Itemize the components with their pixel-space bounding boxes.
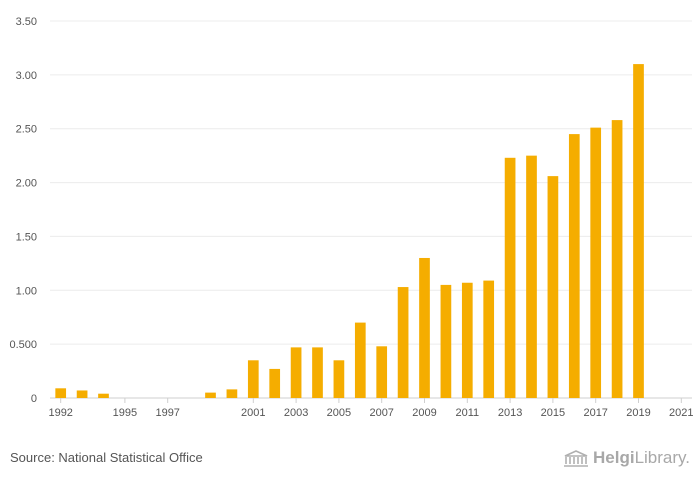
x-axis-ticks: 1992 1995 1997 2001 2003 2005 2007 2009 2011 2013… xyxy=(48,398,694,419)
y-tick-label: 2.00 xyxy=(16,178,37,190)
x-tick-label: 2015 xyxy=(541,407,565,419)
bar-2006 xyxy=(354,322,366,398)
x-tick-label: 2017 xyxy=(583,407,607,419)
bar-1993 xyxy=(76,390,88,398)
bar-2016 xyxy=(568,134,580,398)
bar-2007 xyxy=(376,346,388,398)
x-tick-label: 2011 xyxy=(455,407,479,419)
bar-2008 xyxy=(397,287,409,398)
y-tick-label: 2.50 xyxy=(16,124,37,136)
bar-2010 xyxy=(440,284,452,398)
y-tick-label: 3.00 xyxy=(16,70,37,82)
x-tick-label: 2005 xyxy=(327,407,351,419)
y-tick-label: 1.00 xyxy=(16,285,37,297)
bar-1999 xyxy=(205,392,216,398)
bar-2014 xyxy=(526,155,537,398)
x-tick-label: 2001 xyxy=(241,407,265,419)
bar-2002 xyxy=(269,368,281,398)
footer: Source: National Statistical Office Helg… xyxy=(0,448,700,472)
bar-2015 xyxy=(547,176,559,398)
source-note: Source: National Statistical Office xyxy=(10,450,203,465)
brand-library: Library. xyxy=(634,448,690,467)
x-tick-label: 2007 xyxy=(369,407,393,419)
x-tick-label: 1997 xyxy=(155,407,179,419)
bar-2001 xyxy=(247,360,259,398)
brand-helgi: Helgi xyxy=(593,448,635,467)
x-tick-label: 2009 xyxy=(412,407,436,419)
bar-2012 xyxy=(483,280,495,398)
library-building-icon xyxy=(564,450,588,467)
bar-2017 xyxy=(590,127,602,398)
bars xyxy=(55,64,644,399)
y-axis-ticks: 0 0.500 1.00 1.50 2.00 2.50 3.00 3.50 xyxy=(9,16,37,405)
y-tick-label: 3.50 xyxy=(16,16,37,28)
bar-1992 xyxy=(55,388,67,398)
x-tick-label: 2021 xyxy=(669,407,693,419)
x-tick-label: 1992 xyxy=(48,407,72,419)
x-tick-label: 2019 xyxy=(626,407,650,419)
bar-1994 xyxy=(98,393,109,398)
bar-2004 xyxy=(312,347,323,398)
gridlines xyxy=(50,20,692,399)
bar-2013 xyxy=(504,157,516,398)
y-tick-label: 1.50 xyxy=(16,231,37,243)
x-tick-label: 2003 xyxy=(284,407,308,419)
bar-2009 xyxy=(419,257,430,398)
bar-2019 xyxy=(633,64,644,398)
bar-2003 xyxy=(290,347,302,398)
bar-2000 xyxy=(226,389,238,398)
x-tick-label: 1995 xyxy=(113,407,137,419)
helgi-library-logo: Helgi Library. xyxy=(563,448,690,468)
y-tick-label: 0 xyxy=(31,393,37,405)
bar-2018 xyxy=(611,120,623,399)
bar-2005 xyxy=(333,360,345,398)
y-tick-label: 0.500 xyxy=(9,339,37,351)
bar-2011 xyxy=(461,282,473,398)
x-tick-label: 2013 xyxy=(498,407,522,419)
